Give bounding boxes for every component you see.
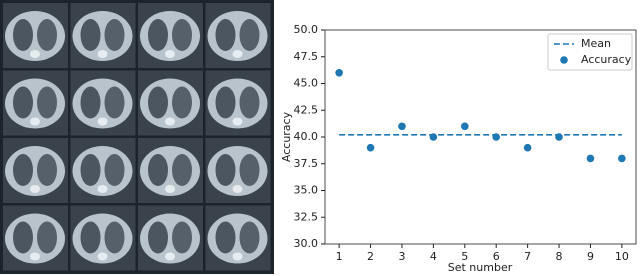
y-tick-label: 47.5 <box>294 50 319 63</box>
ct-lung <box>104 86 125 119</box>
ct-lung <box>37 221 57 254</box>
ct-lung <box>239 221 260 254</box>
ct-lung <box>80 221 101 254</box>
ct-lung <box>37 86 57 119</box>
ct-lung <box>148 221 168 254</box>
ct-spine <box>232 185 243 193</box>
ct-spine <box>165 50 175 58</box>
point <box>586 154 595 163</box>
ct-lung <box>104 19 125 51</box>
ct-lung <box>172 19 192 51</box>
ct-lung <box>239 19 260 51</box>
ct-spine <box>30 117 40 126</box>
ct-lung <box>13 86 33 119</box>
point <box>555 133 563 141</box>
ct-spine <box>30 185 40 193</box>
ct-lung <box>80 86 101 119</box>
point <box>523 143 532 152</box>
ct-spine <box>165 117 175 126</box>
ct-lung <box>215 221 236 254</box>
x-tick-label: 9 <box>587 250 594 263</box>
x-tick-label: 7 <box>524 250 531 263</box>
x-tick-label: 2 <box>367 250 374 263</box>
legend-box <box>547 33 633 71</box>
legend-label: Mean <box>581 37 611 50</box>
ct-lung <box>80 19 101 51</box>
x-tick-label: 1 <box>336 250 343 263</box>
x-tick-label: 4 <box>430 250 437 263</box>
ct-lung <box>104 154 125 186</box>
point <box>335 69 343 77</box>
ct-lung <box>80 154 101 186</box>
ct-spine <box>97 50 108 58</box>
ct-tiles <box>3 3 271 271</box>
ct-lung <box>215 154 236 186</box>
ct-spine <box>97 117 108 126</box>
ct-lung <box>13 19 33 51</box>
x-tick-label: 3 <box>398 250 405 263</box>
point <box>618 154 626 163</box>
point <box>429 133 438 141</box>
x-axis-label: Set number <box>448 261 513 274</box>
x-tick-label: 5 <box>461 250 468 263</box>
point <box>492 133 501 141</box>
ct-lung <box>37 154 57 186</box>
ct-spine <box>30 252 40 261</box>
x-tick-label: 8 <box>556 250 563 263</box>
ct-spine <box>97 252 108 261</box>
y-tick-label: 37.5 <box>294 157 319 170</box>
ct-spine <box>30 50 40 58</box>
legend-swatch <box>560 56 568 64</box>
ct-lung <box>13 154 33 186</box>
y-tick-label: 32.5 <box>294 210 319 223</box>
ct-lung <box>239 154 260 186</box>
x-tick-label: 10 <box>615 250 629 263</box>
y-tick-label: 30.0 <box>294 237 319 250</box>
legend-label: Accuracy <box>581 53 632 66</box>
x-tick-label: 6 <box>493 250 500 263</box>
y-tick-label: 50.0 <box>294 23 319 36</box>
ct-lung <box>13 221 33 254</box>
ct-lung <box>148 86 168 119</box>
ct-lung <box>172 221 192 254</box>
ct-lung <box>148 154 168 186</box>
ct-lung <box>215 19 236 51</box>
ct-spine <box>165 185 175 193</box>
ct-spine <box>165 252 175 261</box>
y-tick-label: 45.0 <box>294 77 319 90</box>
point <box>460 122 469 131</box>
ct-lung <box>172 86 192 119</box>
ct-spine <box>232 252 243 261</box>
ct-spine <box>97 185 108 193</box>
y-tick-label: 40.0 <box>294 130 319 143</box>
point <box>398 122 406 131</box>
ct-spine <box>232 50 243 58</box>
y-tick-label: 35.0 <box>294 184 319 197</box>
ct-lung <box>239 86 260 119</box>
ct-lung <box>215 86 236 119</box>
ct-lung <box>172 154 192 186</box>
ct-lung <box>104 221 125 254</box>
y-tick-label: 42.5 <box>294 103 319 116</box>
y-axis-label: Accuracy <box>280 111 293 162</box>
ct-spine <box>232 117 243 126</box>
point <box>366 143 375 152</box>
ct-lung <box>148 19 168 51</box>
ct-lung <box>37 19 57 51</box>
